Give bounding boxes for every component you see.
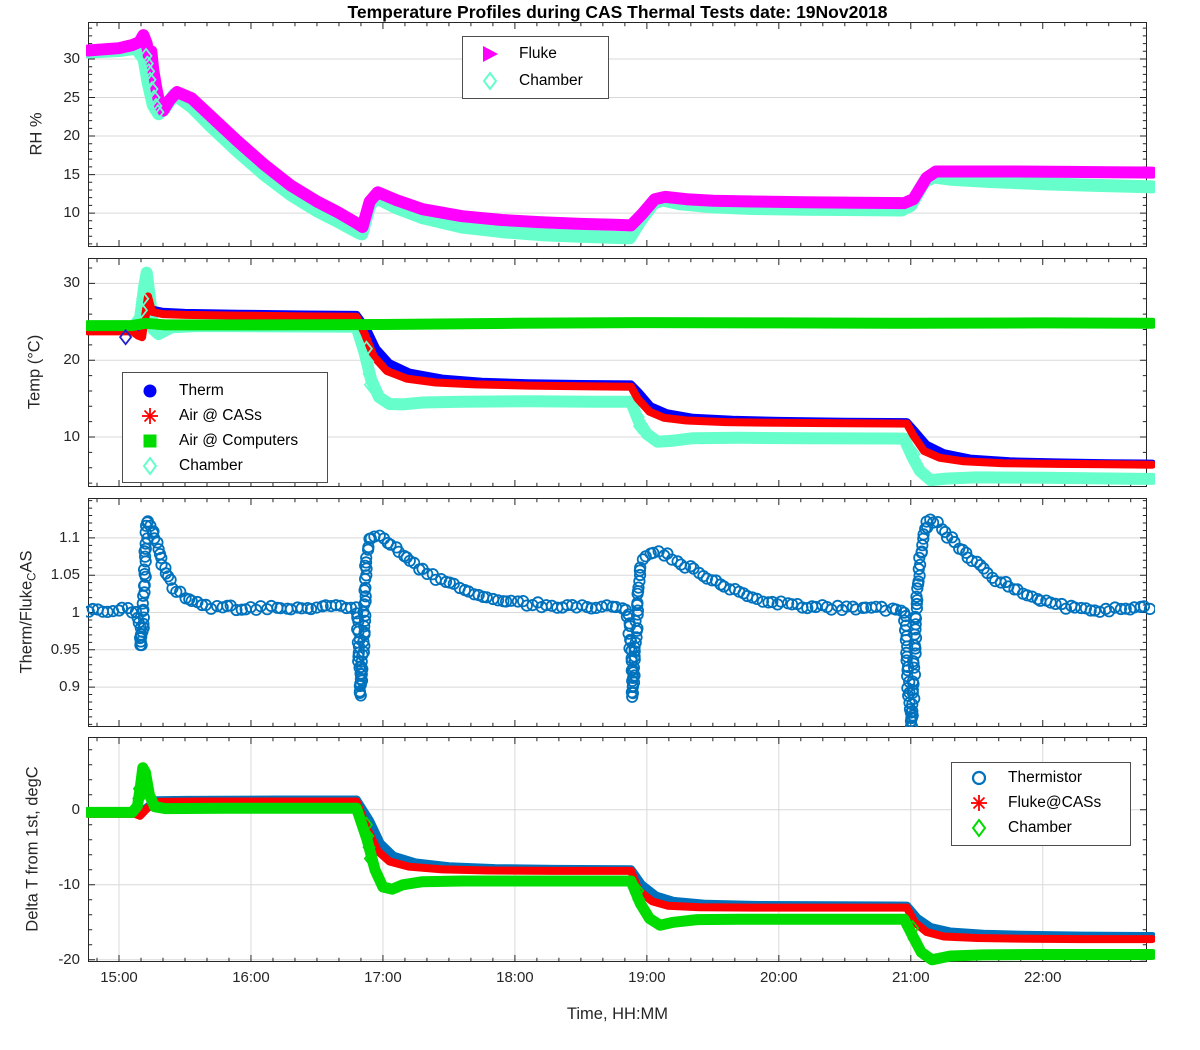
legend-entry-label: Air @ Computers [179,432,299,450]
series-air-cass [86,292,1155,469]
tick-marks [89,499,1146,726]
y-tick-label: 20 [63,127,80,145]
diamond-markers [118,328,133,346]
y-tick-label: -10 [58,875,80,893]
y-tick-label: 0.9 [59,678,80,696]
asterisk-icon [971,794,987,811]
legend-entry-thermistor: Thermistor [952,766,1130,791]
asterisk-icon [142,407,158,424]
x-tick-label: 20:00 [760,969,798,986]
legend-entry-fluke: Fluke [463,41,608,68]
y-tick-label: 10 [63,428,80,446]
y-tick-label: 10 [63,204,80,222]
axes-border [88,737,1147,962]
x-tick-label: 18:00 [496,969,534,986]
x-tick-label: 19:00 [628,969,666,986]
ylabel-delta-t: Delta T from 1st, degC [23,766,42,932]
diamond-markers [132,780,921,948]
figure-title: Temperature Profiles during CAS Thermal … [347,2,888,22]
legend-entry-label: Fluke@CASs [1008,793,1102,811]
gridlines [89,58,1146,214]
series-therm-fluke-ratio [86,513,1155,727]
legend-entry-label: Chamber [519,71,583,89]
y-tick-label: 30 [63,49,80,67]
legend-entry-fluke-cass: Fluke@CASs [952,791,1130,816]
diamond-markers [139,47,165,121]
y-tick-label: 30 [63,274,80,292]
data-series [86,762,1155,966]
y-tick-label: 25 [63,88,80,106]
legend-entry-label: Therm [179,381,224,399]
series-fluke-cass [86,797,1155,944]
triangle-right-icon [483,46,498,63]
subplot-1-plot-area [86,22,1155,247]
legend-entry-label: Thermistor [1008,769,1083,787]
diamond-open-icon [142,456,158,477]
legend-entry-air-computers: Air @ Computers [123,429,327,454]
subplot-3-plot-area [86,498,1155,727]
subplot-2-plot-area [86,258,1155,487]
legend-entry-air-cass: Air @ CASs [123,403,327,428]
data-series [86,29,1155,245]
legend-entry-chamber: Chamber [123,454,327,479]
x-tick-label: 16:00 [232,969,270,986]
x-tick-label: 15:00 [100,969,138,986]
square-filled-icon [143,434,157,448]
subplot-4-plot-area [86,737,1155,966]
series-fluke [86,29,1155,233]
circle-filled-icon [143,384,157,398]
tick-marks [89,23,1146,246]
legend-entry-label: Chamber [1008,818,1072,836]
diamond-open-icon [482,71,498,91]
ylabel-temp: Temp (°C) [25,334,44,410]
series-chamber [86,762,1155,966]
legend-entry-therm: Therm [123,378,327,403]
diamond-open-icon [971,817,987,838]
y-tick-label: 1.05 [50,566,80,584]
legend-entry-label: Fluke [519,45,557,63]
legend-rh: Fluke Chamber [462,36,609,99]
legend-temp: Therm Air @ CASs Air @ Computers Chamber [122,372,328,483]
legend-entry-chamber: Chamber [463,68,608,95]
legend-entry-label: Air @ CASs [179,406,262,424]
x-tick-label: 21:00 [892,969,930,986]
data-series [86,266,1155,487]
x-tick-label: 22:00 [1023,969,1062,986]
y-tick-label: -20 [58,950,80,968]
x-tick-label: 17:00 [364,969,402,986]
y-tick-label: 0 [71,800,80,818]
y-tick-label: 1.1 [59,528,80,546]
legend-delta-t: Thermistor Fluke@CASs Chamber [951,762,1131,846]
circle-open-icon [971,771,987,786]
y-tick-label: 20 [63,351,80,369]
y-tick-label: 1 [71,603,80,621]
axes-border [88,22,1147,247]
legend-entry-chamber: Chamber [952,815,1130,840]
y-tick-label: 15 [63,165,80,183]
diamond-markers [134,290,923,472]
series-air-computers [86,317,1155,332]
xlabel-time: Time, HH:MM [566,1005,669,1023]
y-tick-label: 0.95 [50,640,80,658]
axes-border [88,258,1147,487]
data-series [86,513,1155,727]
legend-entry-label: Chamber [179,457,243,475]
series-chamber [86,266,1155,487]
